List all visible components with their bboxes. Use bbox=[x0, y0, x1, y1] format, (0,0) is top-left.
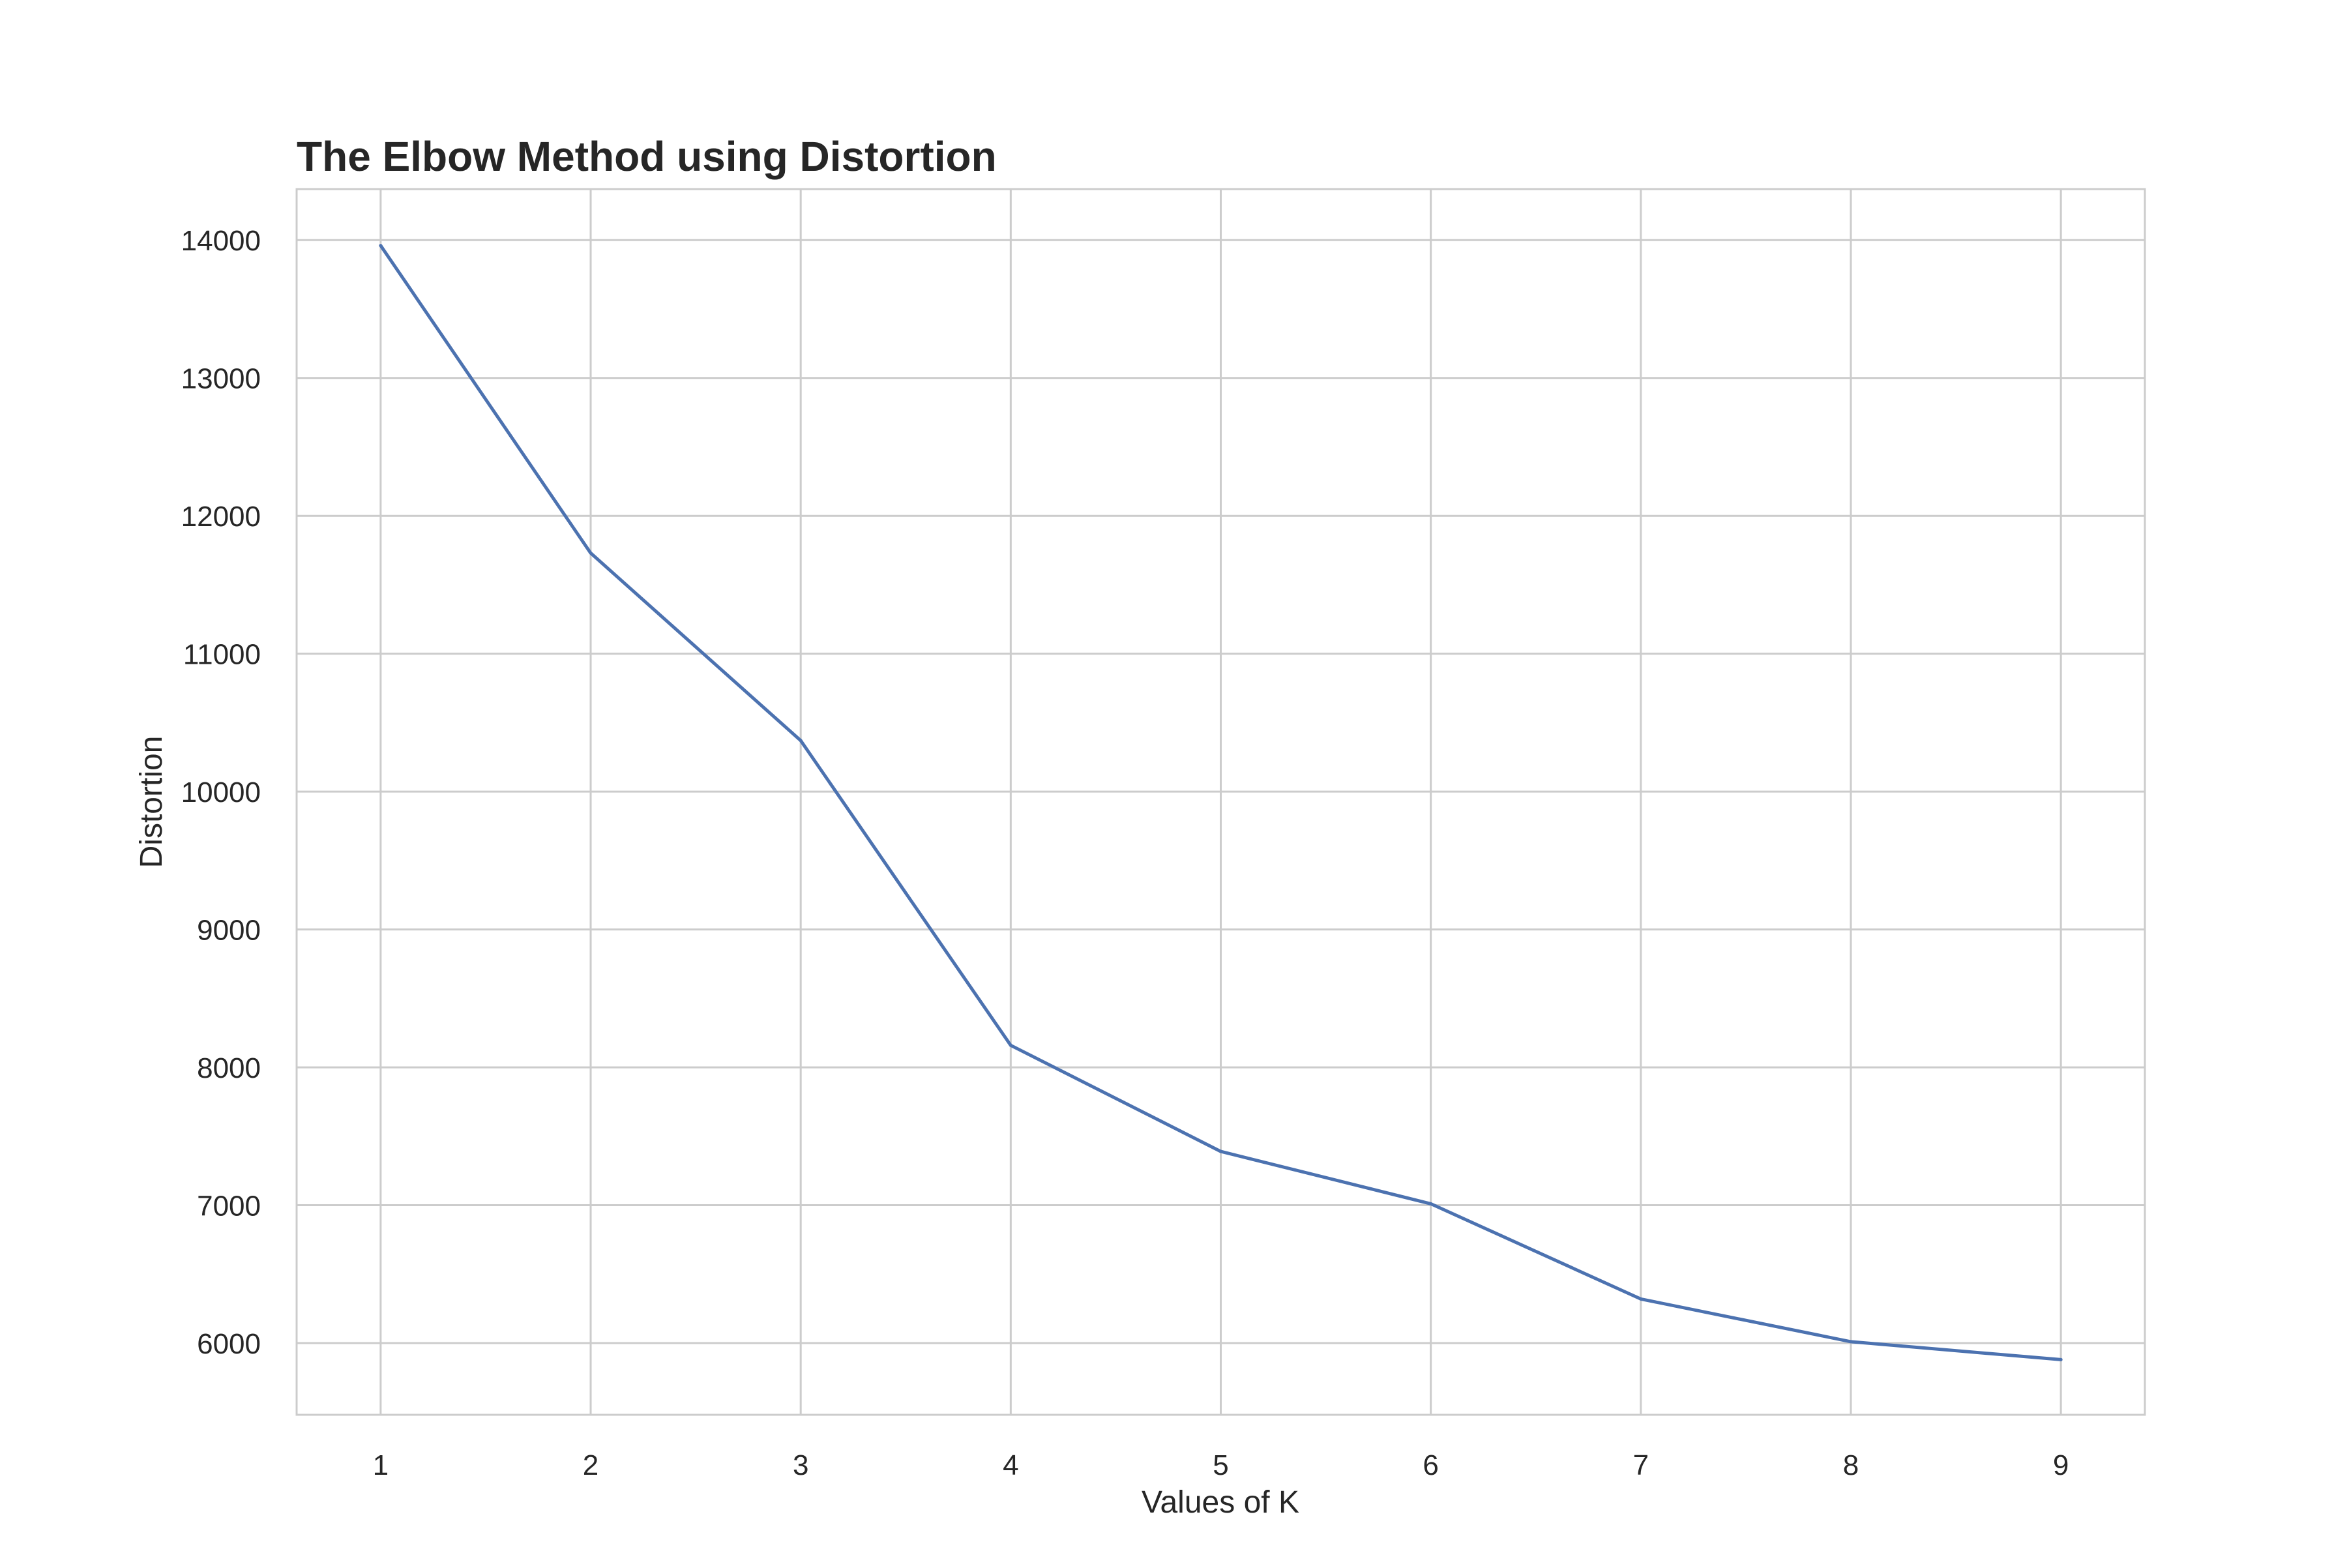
data-point bbox=[1849, 1340, 1853, 1344]
data-point bbox=[1639, 1297, 1643, 1301]
x-tick-label: 9 bbox=[2053, 1449, 2069, 1481]
data-point bbox=[1219, 1149, 1222, 1153]
y-tick-label: 12000 bbox=[181, 501, 261, 533]
plot-frame bbox=[295, 188, 2146, 1416]
chart-title: The Elbow Method using Distortion bbox=[297, 133, 997, 180]
data-point bbox=[1009, 1043, 1012, 1047]
x-tick-label: 8 bbox=[1843, 1449, 1859, 1481]
x-tick-label: 2 bbox=[583, 1449, 598, 1481]
y-tick-labels: 6000 7000 8000 9000 10000 11000 12000 13000 1400… bbox=[181, 225, 261, 1360]
x-tick-label: 1 bbox=[373, 1449, 389, 1481]
y-axis-label: Distortion bbox=[134, 736, 169, 868]
data-point bbox=[2059, 1357, 2063, 1361]
data-point bbox=[589, 551, 593, 555]
x-tick-label: 4 bbox=[1003, 1449, 1018, 1481]
grid-layer bbox=[297, 189, 2145, 1415]
y-tick-label: 10000 bbox=[181, 777, 261, 808]
y-tick-label: 7000 bbox=[197, 1191, 261, 1222]
x-tick-label: 5 bbox=[1213, 1449, 1228, 1481]
x-tick-label: 6 bbox=[1423, 1449, 1438, 1481]
data-point bbox=[379, 244, 383, 248]
x-axis-label: Values of K bbox=[1142, 1485, 1299, 1520]
y-tick-label: 11000 bbox=[183, 639, 261, 671]
y-tick-label: 8000 bbox=[197, 1052, 261, 1084]
y-tick-label: 13000 bbox=[181, 363, 261, 395]
series-layer bbox=[379, 244, 2063, 1361]
x-tick-labels: 1 2 3 4 5 6 7 8 9 bbox=[373, 1449, 2069, 1481]
y-tick-label: 9000 bbox=[197, 915, 261, 947]
data-point bbox=[1429, 1202, 1433, 1206]
x-tick-label: 7 bbox=[1633, 1449, 1649, 1481]
y-tick-label: 6000 bbox=[197, 1328, 261, 1360]
data-point bbox=[799, 739, 803, 743]
x-tick-label: 3 bbox=[793, 1449, 808, 1481]
y-tick-label: 14000 bbox=[181, 225, 261, 257]
